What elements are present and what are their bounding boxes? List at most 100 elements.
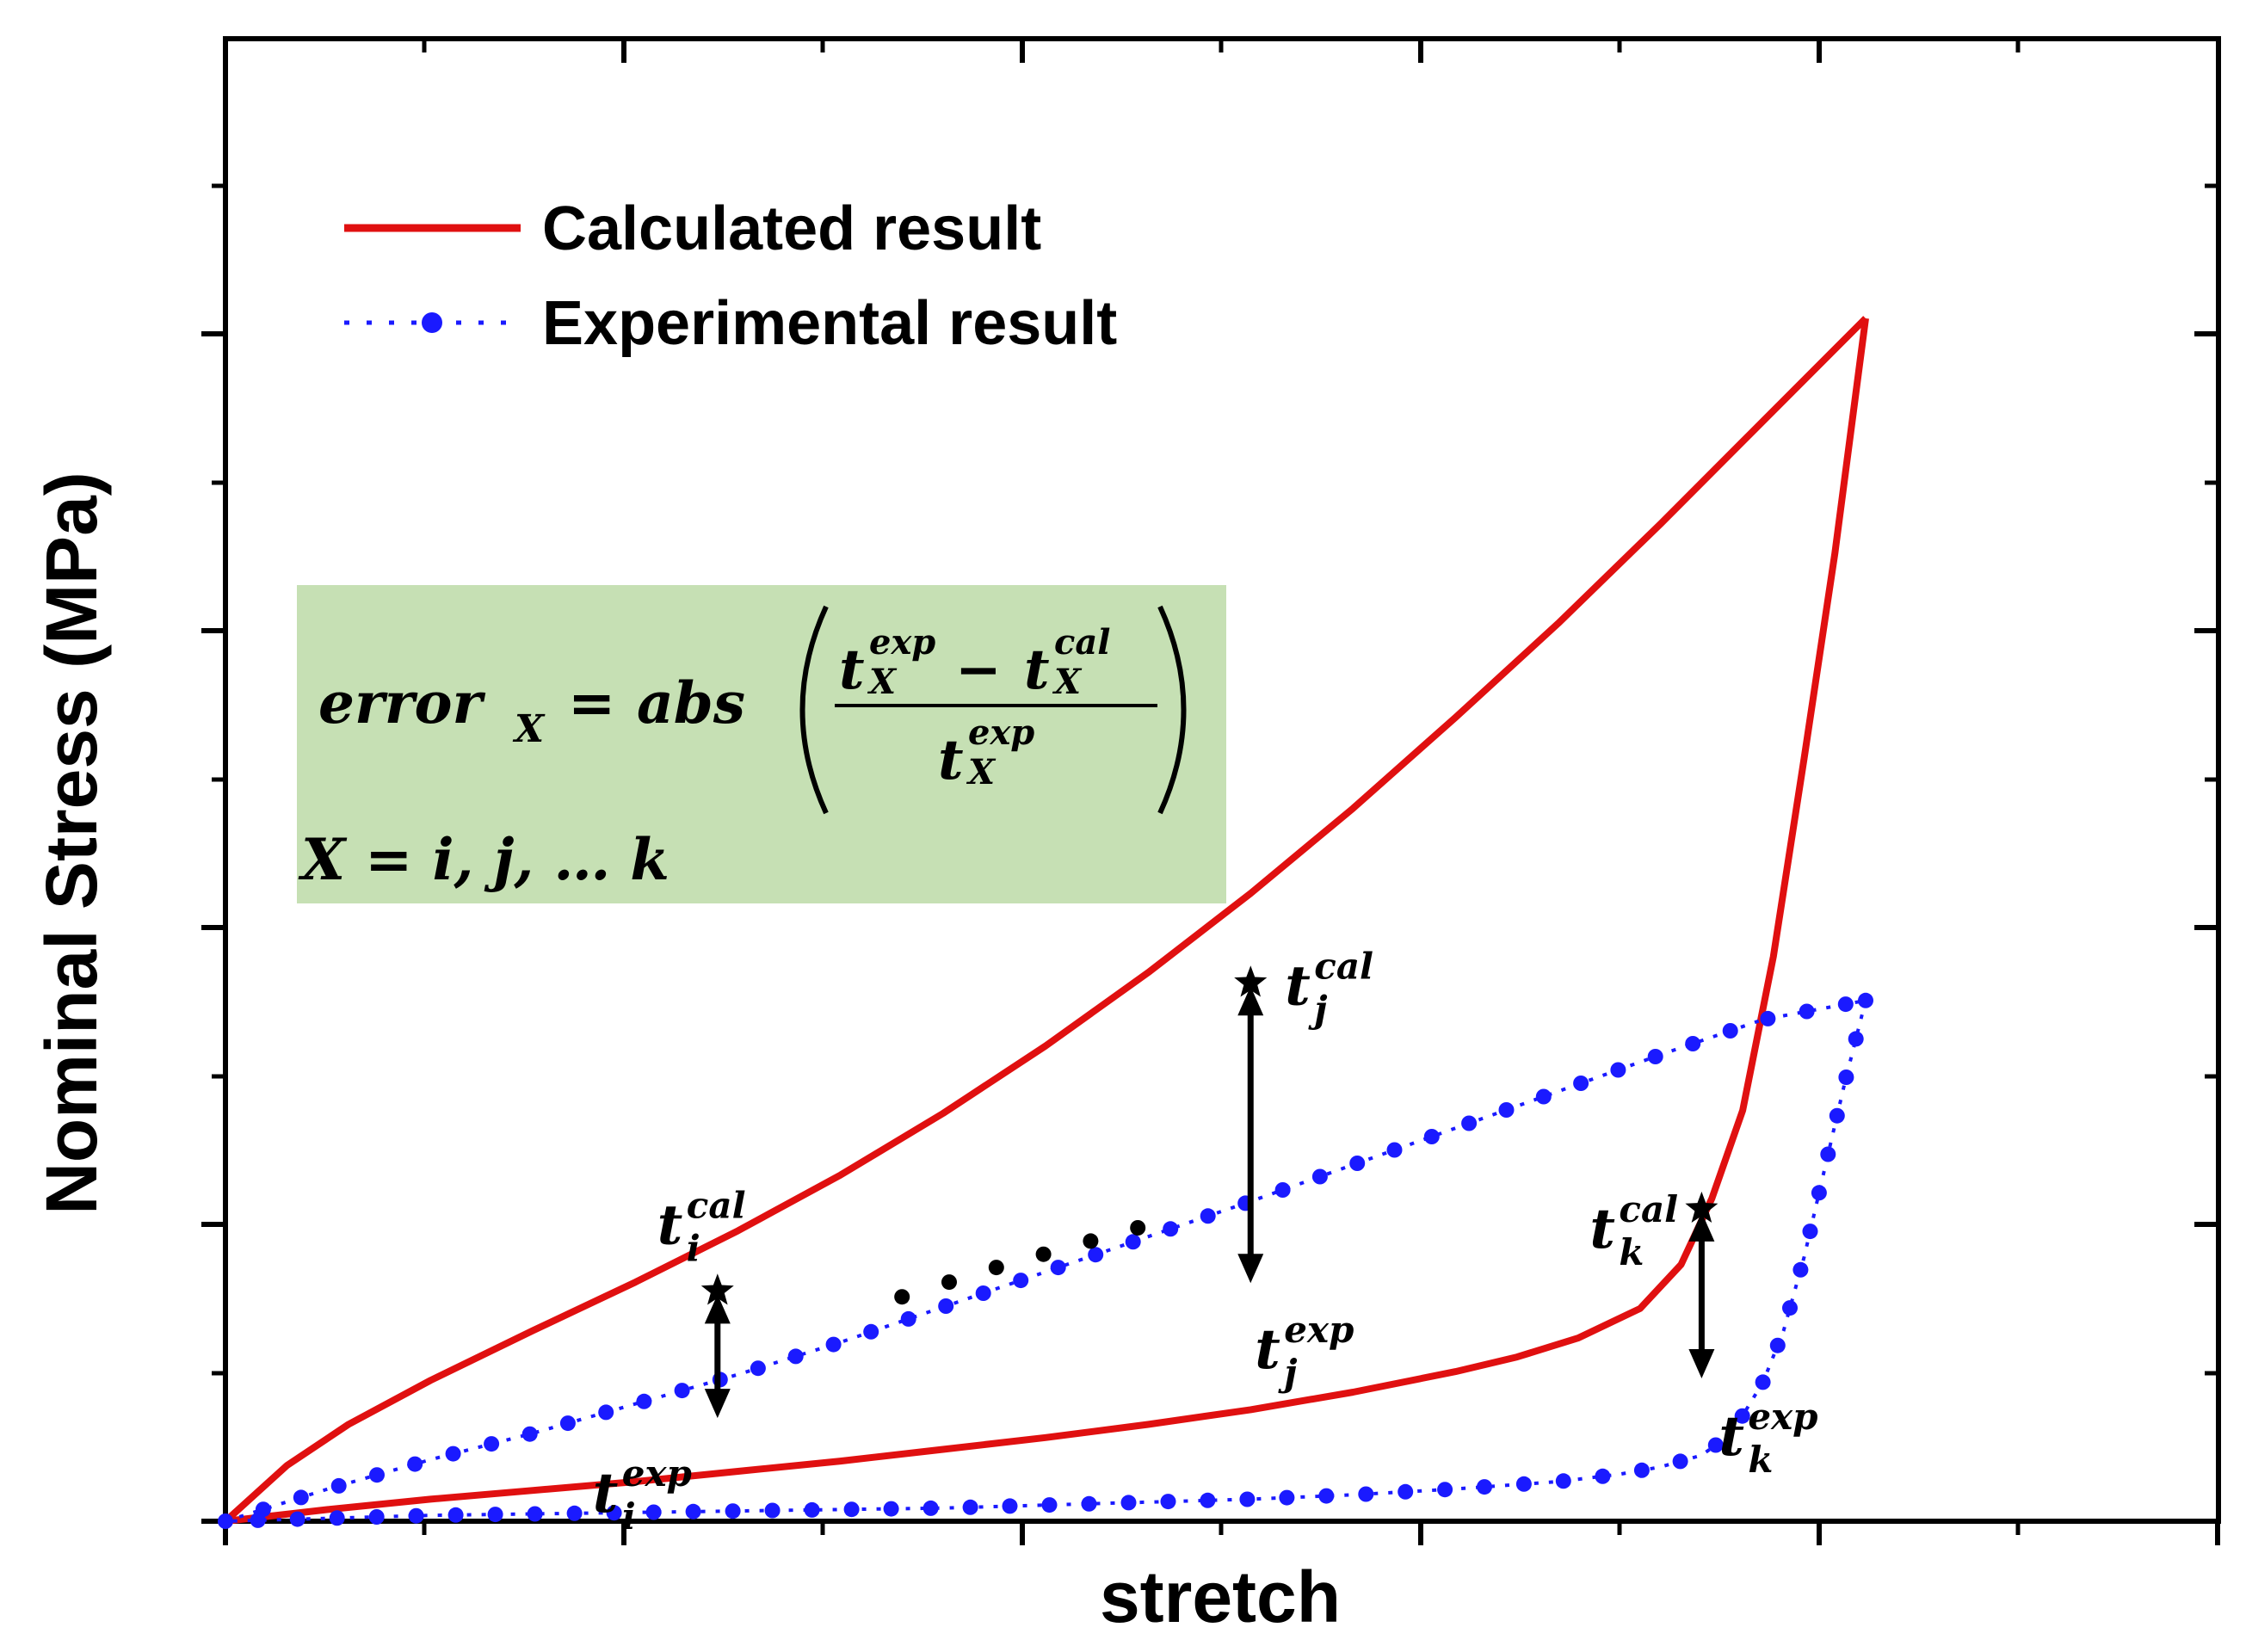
- experimental-loading-point: [445, 1446, 461, 1462]
- experimental-unloading-point: [368, 1509, 385, 1525]
- experimental-unloading-point: [1792, 1261, 1809, 1278]
- formula-numer-t2-sub: X: [1052, 662, 1083, 702]
- experimental-unloading-point: [606, 1505, 622, 1521]
- experimental-unloading-point: [1002, 1498, 1018, 1514]
- formula-numer-t2: t: [1024, 638, 1050, 702]
- experimental-unloading-point: [1081, 1495, 1097, 1512]
- formula-background: [297, 585, 1226, 903]
- y-axis-title: Nominal Stress (MPa): [31, 472, 112, 1215]
- experimental-unloading-point: [1811, 1185, 1827, 1201]
- legend: Calculated result Experimental result: [344, 194, 1117, 358]
- formula-numer-t1-sup: exp: [869, 622, 935, 663]
- experimental-loading-point: [484, 1436, 500, 1452]
- annotation-arrow-i-head-bottom: [704, 1389, 731, 1419]
- experimental-unloading-point: [1120, 1495, 1137, 1511]
- annotation-arrow-k-head-bottom: [1688, 1349, 1715, 1379]
- experimental-loading-point: [1685, 1036, 1701, 1051]
- experimental-loading-point: [787, 1348, 804, 1365]
- experimental-loading-point: [636, 1393, 652, 1409]
- ellipsis-dot: [941, 1274, 957, 1291]
- series-layer: [218, 316, 1873, 1529]
- experimental-unloading-point: [1398, 1483, 1414, 1500]
- annotation-arrow-j-head-bottom: [1237, 1254, 1264, 1284]
- experimental-unloading-point: [487, 1507, 503, 1523]
- experimental-loading-point: [1349, 1156, 1366, 1171]
- annotation-star-j: [1234, 965, 1268, 997]
- experimental-unloading-point: [1802, 1224, 1818, 1240]
- experimental-loading-point: [1088, 1247, 1104, 1263]
- experimental-loading-point: [1163, 1221, 1179, 1237]
- formula-denom-t: t: [938, 728, 964, 792]
- experimental-unloading-point: [1318, 1488, 1335, 1504]
- experimental-unloading-point: [329, 1510, 345, 1526]
- annotation-cal-j-sup: cal: [1314, 945, 1373, 987]
- experimental-unloading-point: [1515, 1476, 1532, 1492]
- experimental-loading-point: [559, 1415, 576, 1432]
- experimental-loading-point: [521, 1426, 538, 1442]
- experimental-unloading-point: [250, 1512, 266, 1528]
- legend-experimental-marker: [422, 312, 442, 333]
- formula-left-paren: [799, 605, 829, 815]
- formula-right-paren: [1157, 605, 1187, 815]
- experimental-unloading-point: [1769, 1337, 1786, 1353]
- annotation-exp-i-sub: i: [622, 1495, 636, 1538]
- experimental-loading-point: [369, 1467, 385, 1483]
- experimental-loading-point: [900, 1310, 916, 1327]
- formula-denom-t-sup: exp: [968, 712, 1034, 753]
- annotation-cal-i-t: t: [657, 1193, 683, 1257]
- experimental-loading-point: [975, 1285, 991, 1301]
- annotation-exp-j-t: t: [1255, 1317, 1280, 1382]
- experimental-loading-point: [1386, 1142, 1403, 1158]
- annotation-exp-j-sub: j: [1278, 1352, 1297, 1394]
- formula-lhs: error: [318, 669, 486, 737]
- ellipsis-dot: [988, 1260, 1004, 1276]
- experimental-unloading-point: [1838, 1069, 1854, 1085]
- experimental-unloading-point: [685, 1503, 701, 1519]
- experimental-unloading-point: [1160, 1494, 1176, 1510]
- experimental-unloading-point: [1279, 1489, 1295, 1506]
- annotation-exp-i-t: t: [593, 1461, 619, 1526]
- ellipsis-dot: [1035, 1246, 1052, 1262]
- experimental-unloading-point: [1239, 1491, 1256, 1507]
- experimental-loading-point: [825, 1336, 842, 1353]
- ellipsis-dot: [894, 1289, 910, 1305]
- annotation-exp-k-sup: exp: [1748, 1396, 1817, 1438]
- annotation-exp-j-sup: exp: [1284, 1309, 1354, 1351]
- experimental-loading-point: [1573, 1076, 1589, 1091]
- experimental-unloading-point: [1782, 1300, 1798, 1316]
- annotation-exp-i-sup: exp: [622, 1452, 692, 1495]
- legend-calculated-label: Calculated result: [542, 194, 1041, 263]
- annotation-cal-k-t: t: [1589, 1197, 1615, 1261]
- experimental-loading-point: [218, 1513, 233, 1529]
- experimental-unloading-point: [447, 1507, 464, 1523]
- annotation-arrow-j-head-top: [1237, 986, 1264, 1016]
- experimental-loading-point: [1799, 1003, 1815, 1020]
- formula-numer-t1: t: [839, 638, 865, 702]
- annotation-cal-j-t: t: [1285, 953, 1311, 1018]
- experimental-unloading-point: [1755, 1374, 1771, 1390]
- experimental-loading-point: [1760, 1010, 1776, 1026]
- experimental-loading-point: [598, 1404, 614, 1421]
- experimental-loading-point: [1647, 1049, 1663, 1064]
- experimental-unloading-point: [804, 1501, 820, 1518]
- experimental-unloading-point: [1477, 1479, 1492, 1495]
- annotation-cal-i-sup: cal: [687, 1184, 746, 1226]
- annotation-exp-k-sub: k: [1748, 1439, 1773, 1481]
- formula-denom-t-sub: X: [966, 752, 997, 792]
- formula-numer-t2-sup: cal: [1054, 622, 1110, 663]
- experimental-loading-point: [1423, 1129, 1440, 1144]
- experimental-loading-point: [1013, 1273, 1029, 1289]
- experimental-unloading-point: [289, 1511, 305, 1527]
- experimental-unloading-point: [1858, 992, 1873, 1008]
- experimental-unloading-point: [1595, 1468, 1611, 1484]
- experimental-unloading-point: [962, 1499, 978, 1515]
- experimental-loading-point: [1200, 1208, 1216, 1224]
- experimental-unloading-point: [843, 1501, 860, 1518]
- experimental-unloading-point: [1848, 1031, 1864, 1047]
- experimental-loading-point: [293, 1489, 309, 1506]
- experimental-loading-point: [1722, 1023, 1738, 1039]
- experimental-loading-point: [1535, 1088, 1552, 1105]
- experimental-loading-point: [674, 1383, 690, 1399]
- experimental-loading-point: [863, 1323, 879, 1340]
